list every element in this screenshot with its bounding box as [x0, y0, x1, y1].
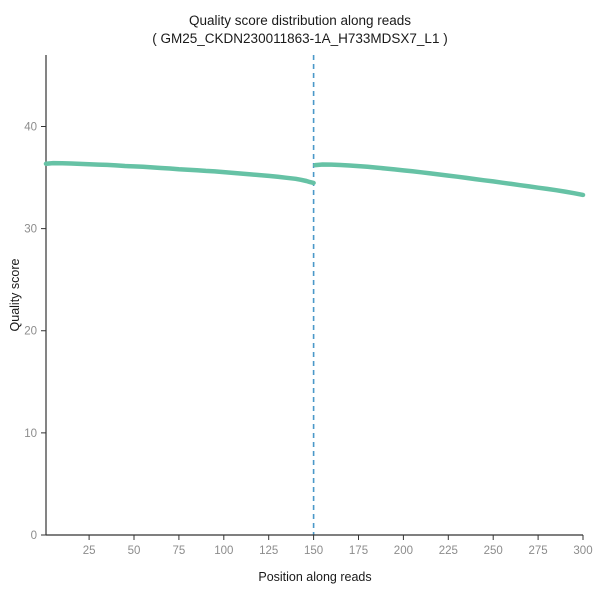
y-tick-label: 20 [24, 326, 37, 338]
x-axis-label: Position along reads [258, 570, 372, 584]
x-tick-label: 50 [128, 545, 141, 557]
series-read2-quality [313, 162, 586, 198]
x-tick-label: 175 [349, 545, 368, 557]
chart-title-line1: Quality score distribution along reads [188, 13, 412, 28]
y-axis-label: Quality score [8, 258, 22, 332]
x-tick-label: 150 [304, 545, 323, 557]
x-tick-label: 275 [529, 545, 548, 557]
x-tick-label: 25 [83, 545, 96, 557]
x-tick-label: 75 [173, 545, 186, 557]
x-tick-label: 250 [484, 545, 503, 557]
series-read1-quality [43, 160, 316, 186]
x-tick-label: 125 [259, 545, 278, 557]
x-tick-label: 100 [214, 545, 233, 557]
y-tick-label: 30 [24, 224, 37, 236]
y-tick-label: 40 [24, 121, 37, 133]
x-tick-label: 300 [573, 545, 592, 557]
x-tick-label: 200 [394, 545, 413, 557]
y-tick-label: 0 [31, 530, 37, 542]
x-tick-label: 225 [439, 545, 458, 557]
y-tick-label: 10 [24, 428, 37, 440]
chart-title: Quality score distribution along reads (… [0, 12, 600, 48]
chart-title-line2: ( GM25_CKDN230011863-1A_H733MDSX7_L1 ) [152, 31, 448, 47]
